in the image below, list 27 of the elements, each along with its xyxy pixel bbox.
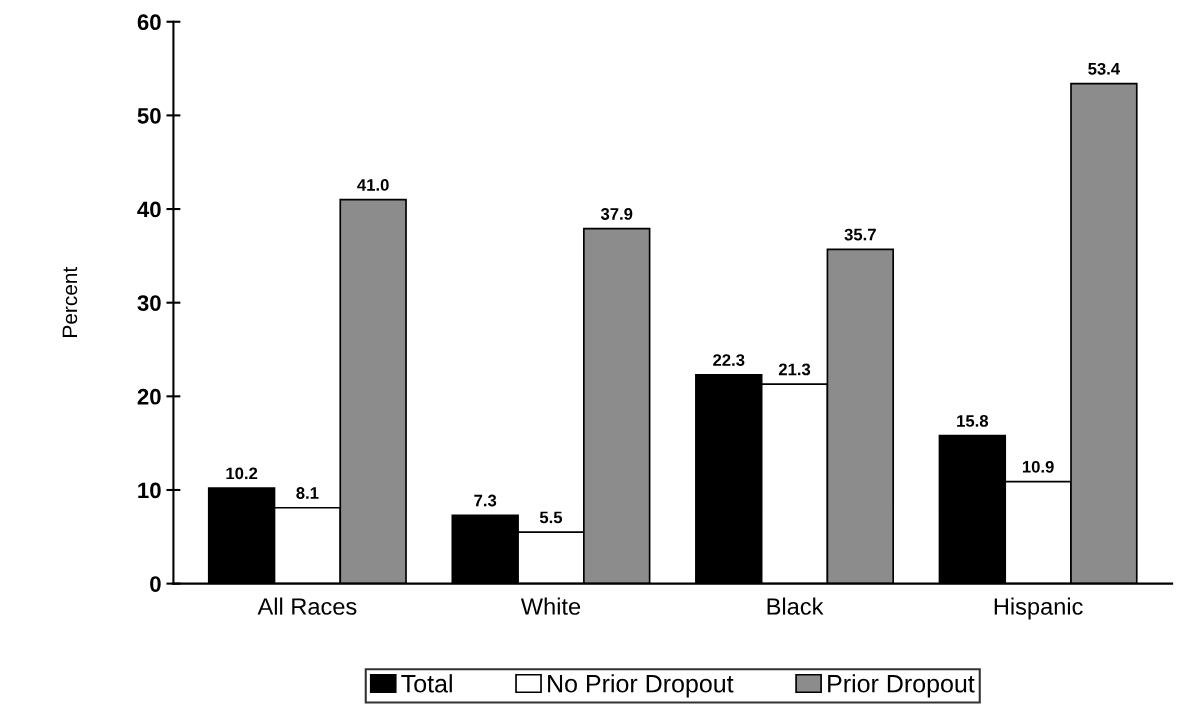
y-tick-label: 0: [150, 576, 161, 592]
y-tick-label: 10: [138, 482, 161, 499]
x-tick-label: Black: [767, 597, 824, 615]
y-tick-label: 60: [137, 14, 161, 31]
data-label: 37.9: [600, 208, 633, 220]
data-label: 10.9: [1022, 460, 1054, 473]
y-tick-label: 50: [137, 107, 161, 124]
data-label: 22.3: [713, 354, 745, 366]
data-label: 8.1: [296, 487, 319, 499]
legend-label: Prior Dropout: [828, 674, 975, 698]
data-label: 35.7: [844, 228, 876, 241]
x-tick-label: Hispanic: [994, 597, 1083, 620]
data-label: 21.3: [778, 363, 811, 376]
y-axis-title: Percent: [62, 266, 78, 337]
data-label: 15.8: [957, 415, 989, 427]
y-tick-label: 20: [137, 388, 161, 405]
legend-label: No Prior Dropout: [548, 674, 734, 698]
x-tick-label: White: [520, 597, 581, 615]
data-label: 10.2: [226, 467, 258, 480]
data-label: 53.4: [1088, 62, 1121, 75]
data-label: 41.0: [357, 179, 389, 191]
y-tick-label: 40: [137, 201, 161, 218]
legend-label: Total: [401, 674, 452, 693]
data-label: 5.5: [539, 511, 563, 524]
x-tick-label: All Races: [257, 597, 357, 615]
data-label: 7.3: [474, 494, 497, 507]
y-tick-label: 30: [137, 295, 161, 311]
